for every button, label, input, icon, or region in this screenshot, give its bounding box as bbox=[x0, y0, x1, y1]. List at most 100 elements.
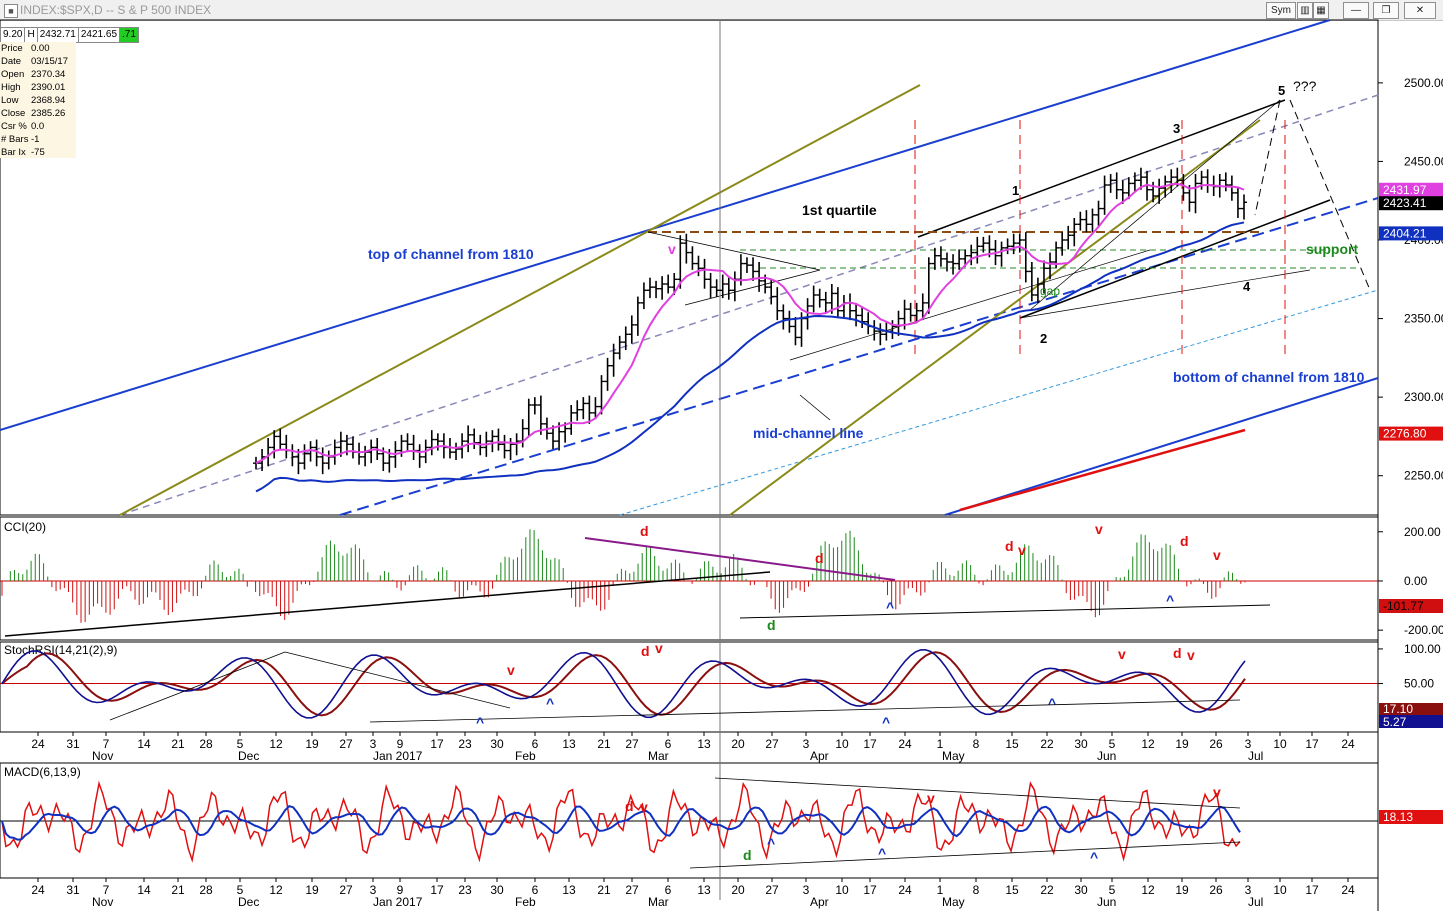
x-day-label: 1 bbox=[937, 883, 944, 897]
window-titlebar: ■ INDEX:$SPX,D -- S & P 500 INDEX Sym ▥ … bbox=[0, 0, 1443, 21]
trend-line bbox=[1254, 99, 1281, 216]
price-bar bbox=[271, 430, 278, 459]
info-row: Bar Ix -75 bbox=[0, 146, 76, 159]
x-day-label: 26 bbox=[1209, 737, 1223, 751]
wave-label: 3 bbox=[1173, 121, 1180, 136]
price-bar bbox=[877, 323, 884, 346]
cci-histogram bbox=[1, 529, 1246, 623]
price-bar bbox=[1077, 211, 1084, 231]
stoch-value-box bbox=[1379, 715, 1443, 728]
data-window-panel: Price 0.00 Date 03/15/17 Open 2370.34 High 2390… bbox=[0, 42, 76, 158]
minimize-button[interactable]: — bbox=[1343, 2, 1369, 19]
ma-long-line bbox=[255, 221, 1245, 493]
price-label: 2431.97 bbox=[1383, 183, 1427, 197]
x-day-label: 5 bbox=[1109, 883, 1116, 897]
x-day-label: 10 bbox=[1273, 883, 1287, 897]
price-bar bbox=[610, 343, 617, 377]
macd-annotation: ^ bbox=[1090, 849, 1098, 865]
info-key: Close bbox=[1, 108, 26, 119]
x-month-label: Mar bbox=[648, 895, 669, 909]
app-menu-icon[interactable]: ■ bbox=[4, 4, 18, 18]
split-icon[interactable]: ▥ bbox=[1297, 2, 1313, 19]
x-month-label: May bbox=[942, 895, 965, 909]
price-bar bbox=[713, 279, 720, 297]
macd-annotation: d bbox=[743, 847, 752, 863]
sym-button[interactable]: Sym bbox=[1266, 2, 1296, 19]
price-bar bbox=[1228, 175, 1235, 201]
cci-annotation: v bbox=[1095, 521, 1103, 537]
price-bar bbox=[1004, 238, 1011, 255]
ohlc-value: 2432.71 bbox=[36, 27, 79, 43]
price-bar bbox=[265, 438, 272, 467]
price-bar bbox=[913, 302, 920, 324]
info-key: # Bars bbox=[1, 134, 29, 145]
x-month-label: Dec bbox=[238, 749, 259, 763]
trend-line bbox=[0, 19, 1331, 431]
x-day-label: 27 bbox=[765, 883, 779, 897]
price-bar bbox=[780, 304, 787, 330]
grid-icon[interactable]: ▦ bbox=[1313, 2, 1329, 19]
price-bar bbox=[950, 254, 957, 275]
stoch-annotation: ^ bbox=[546, 695, 554, 711]
y-tick-label: 100.00 bbox=[1404, 642, 1441, 656]
x-day-label: 1 bbox=[937, 737, 944, 751]
macd-annotation: ^ bbox=[878, 845, 886, 861]
macd-annotation: ^ bbox=[767, 835, 775, 851]
y-tick-label: -200.00 bbox=[1404, 623, 1443, 637]
price-bar bbox=[1168, 169, 1175, 193]
stoch-last-value: 5.27 bbox=[1383, 715, 1407, 729]
price-label-box bbox=[1379, 426, 1443, 441]
price-bar bbox=[1125, 177, 1132, 200]
price-bar bbox=[574, 400, 581, 421]
price-bar bbox=[531, 397, 538, 415]
price-bar bbox=[1010, 233, 1017, 255]
info-key: Bar Ix bbox=[1, 147, 26, 158]
price-bar bbox=[786, 310, 793, 333]
x-month-label: Mar bbox=[648, 749, 669, 763]
x-month-label: Apr bbox=[810, 749, 829, 763]
x-day-label: 20 bbox=[731, 737, 745, 751]
price-bar bbox=[277, 428, 284, 451]
price-bar bbox=[416, 444, 423, 468]
price-bar bbox=[410, 434, 417, 460]
ohlc-change: .71 bbox=[119, 27, 139, 43]
x-month-label: Nov bbox=[92, 749, 113, 763]
y-tick-label: 2300.00 bbox=[1404, 390, 1443, 404]
stoch-annotation: v bbox=[507, 662, 515, 678]
x-day-label: 22 bbox=[1040, 737, 1054, 751]
x-day-label: 27 bbox=[625, 737, 639, 751]
price-bar bbox=[634, 296, 641, 336]
price-bar bbox=[968, 244, 975, 266]
x-day-label: 13 bbox=[562, 737, 576, 751]
annotation-gap: gap bbox=[1040, 284, 1060, 298]
price-bar bbox=[568, 405, 575, 435]
x-day-label: 6 bbox=[532, 737, 539, 751]
info-row: High 2390.01 bbox=[0, 81, 76, 94]
price-bar bbox=[707, 273, 714, 299]
info-key: Date bbox=[1, 56, 22, 67]
info-value: -1 bbox=[31, 134, 40, 145]
restore-button[interactable]: ❐ bbox=[1373, 2, 1399, 19]
price-bar bbox=[1101, 175, 1108, 215]
x-day-label: 24 bbox=[31, 737, 45, 751]
close-button[interactable]: ✕ bbox=[1404, 2, 1436, 19]
cci-last-value: -101.77 bbox=[1383, 599, 1424, 613]
price-bar bbox=[1083, 210, 1090, 233]
x-month-label: Feb bbox=[515, 895, 536, 909]
price-bar bbox=[822, 291, 829, 313]
x-day-label: 10 bbox=[835, 883, 849, 897]
stoch-title: StochRSI(14,21(2),9) bbox=[4, 643, 117, 657]
annotation-v: v bbox=[668, 241, 676, 257]
x-day-label: 7 bbox=[103, 883, 110, 897]
price-bar bbox=[1204, 169, 1211, 193]
price-bar bbox=[580, 397, 587, 420]
price-bar bbox=[956, 249, 963, 270]
price-bar bbox=[731, 271, 738, 302]
x-month-label: Jun bbox=[1097, 749, 1116, 763]
cci-annotation: v bbox=[1018, 542, 1026, 558]
price-bar bbox=[847, 293, 854, 321]
macd-annotation: d bbox=[625, 798, 634, 814]
x-month-label: Jul bbox=[1248, 749, 1263, 763]
window-title: INDEX:$SPX,D -- S & P 500 INDEX bbox=[20, 3, 212, 17]
